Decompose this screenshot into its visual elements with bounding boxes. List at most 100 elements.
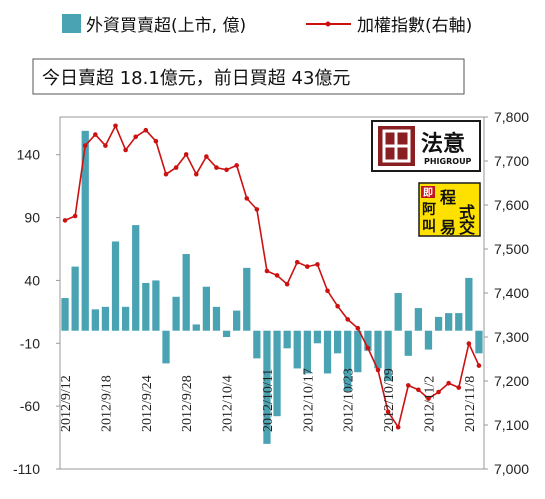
line-point-19 [254,207,260,212]
right-tick-label-7: 7,100 [494,417,529,433]
badge-char-4: 易 [440,218,456,237]
bar-35 [414,308,423,331]
bars-series [61,130,483,444]
line-point-25 [315,262,320,267]
bar-32 [384,330,392,381]
right-tick-label-4: 7,400 [494,285,529,301]
line-point-15 [214,165,219,170]
left-tick-label-3: -10 [20,335,40,351]
line-point-24 [305,264,310,269]
bar-6 [121,306,130,331]
line-point-30 [365,345,371,351]
bar-36 [424,330,433,350]
bar-7 [132,225,140,331]
left-tick-label-5: -110 [13,461,40,477]
bar-28 [344,330,352,392]
line-point-40 [466,341,472,346]
subtitle-box: 今日賣超 18.1億元，前日買超 43億元 [32,58,465,95]
bar-30 [364,330,372,351]
bar-15 [212,306,221,331]
right-tick-label-5: 7,300 [494,329,529,345]
badge-char-2: 式 [459,203,475,222]
x-tick-label-4: 2012/10/4 [221,375,236,432]
line-point-21 [274,273,280,278]
line-point-11 [173,165,179,170]
line-point-22 [284,281,290,287]
bar-37 [434,316,443,331]
subtitle: 今日賣超 18.1億元，前日買超 43億元 [42,68,350,89]
left-tick-label-2: 40 [24,272,40,288]
bar-26 [323,330,332,374]
left-axis: 140 90 40 -10 -60 -110 [13,147,60,477]
bar-41 [475,330,483,354]
x-tick-label-7: 2012/10/23 [342,368,357,432]
bar-11 [172,296,180,331]
x-axis: 2012/9/12 2012/9/18 2012/9/24 2012/9/28 2012… [59,368,478,432]
right-tick-label-6: 7,200 [494,373,529,389]
line-point-35 [416,387,421,393]
bar-4 [101,306,110,331]
line-point-13 [193,171,199,177]
bar-3 [91,309,99,331]
line-point-33 [395,424,401,430]
phigroup-logo: 法意 PHIGROUP [371,120,481,172]
right-tick-label-3: 7,500 [494,241,529,257]
badge-left-char-1: 阿 [422,202,436,218]
line-point-18 [244,196,250,201]
bar-16 [222,330,231,337]
right-tick-label-8: 7,000 [494,461,529,477]
badge-char-3: 交 [459,218,475,237]
legend-bar-swatch [62,14,81,33]
bar-29 [354,330,362,373]
bar-0 [61,298,69,331]
line-point-37 [436,389,441,395]
x-tick-label-2: 2012/9/24 [140,375,155,432]
badge-left-char-2: 叫 [422,218,436,235]
program-trading-badge: 即 阿 叫 程 式 交 易 [418,182,481,237]
line-point-4 [103,143,108,148]
line-point-10 [163,171,169,177]
x-tick-label-5: 2012/10/11 [261,369,276,432]
legend-line-label: 加權指數(右軸) [357,16,472,36]
line-point-7 [133,134,139,140]
left-tick-label-1: 90 [24,210,40,226]
line-point-29 [355,325,361,331]
bar-24 [303,330,311,374]
left-tick-label-4: -60 [20,398,40,414]
right-tick-label-2: 7,600 [494,197,529,213]
bar-13 [192,324,200,331]
line-point-16 [224,167,229,173]
x-tick-label-3: 2012/9/28 [180,375,195,432]
line-series [62,123,482,430]
bar-34 [404,330,412,356]
bar-18 [243,267,251,331]
line-point-36 [426,396,431,401]
bar-8 [142,282,150,331]
logo-brand-sub: PHIGROUP [424,157,472,166]
line-point-20 [264,268,270,274]
line-point-0 [62,218,68,223]
bar-21 [273,330,281,417]
line-point-9 [153,138,159,144]
bar-17 [233,310,241,331]
legend: 外資買賣超(上市, 億) 加權指數(右軸) [62,14,472,36]
bar-27 [333,330,342,354]
bar-10 [162,330,170,364]
line-point-3 [93,132,98,137]
x-tick-label-9: 2012/11/2 [422,376,437,432]
bar-9 [152,280,160,331]
bar-14 [202,286,211,331]
bar-20 [263,330,271,444]
bar-19 [253,330,261,359]
line-point-34 [405,383,411,388]
line-point-28 [345,317,351,322]
line-point-39 [456,385,462,390]
bar-33 [394,293,402,331]
bar-31 [374,330,382,369]
line-point-32 [385,409,391,415]
right-tick-label-0: 7,800 [494,109,529,125]
line-point-14 [204,154,209,159]
line-point-5 [113,123,118,129]
right-axis: 7,800 7,700 7,600 7,500 7,400 7,300 7,200 7,100… [484,109,529,477]
